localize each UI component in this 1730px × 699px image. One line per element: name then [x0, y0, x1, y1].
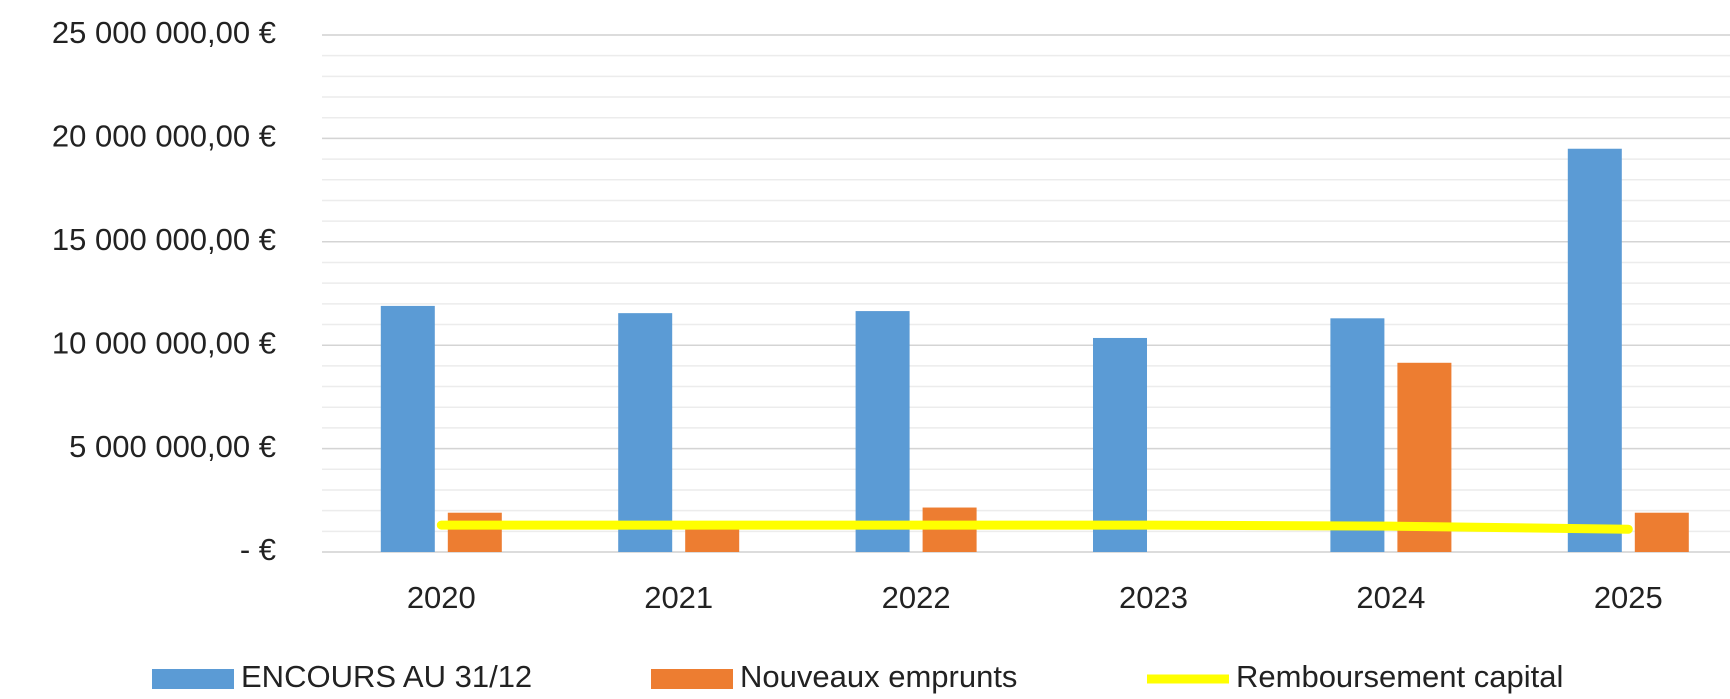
bar	[922, 507, 977, 552]
x-tick-label: 2020	[407, 580, 476, 615]
y-tick-label: 15 000 000,00 €	[52, 222, 276, 257]
bar	[855, 311, 910, 552]
legend-swatch	[651, 669, 733, 689]
bar	[1330, 318, 1385, 552]
bar	[685, 529, 740, 552]
bar	[618, 313, 673, 552]
y-tick-label: 25 000 000,00 €	[52, 15, 276, 50]
x-tick-label: 2021	[644, 580, 713, 615]
y-tick-label: 5 000 000,00 €	[69, 429, 276, 464]
bar	[380, 305, 435, 552]
x-tick-label: 2022	[882, 580, 951, 615]
line-series	[436, 520, 1633, 534]
x-tick-label: 2023	[1119, 580, 1188, 615]
legend-label: ENCOURS AU 31/12	[241, 659, 532, 694]
bar	[447, 512, 502, 552]
x-tick-label: 2025	[1594, 580, 1663, 615]
bar	[1567, 148, 1622, 553]
legend-label: Nouveaux emprunts	[740, 659, 1017, 694]
bar	[1093, 337, 1147, 552]
y-tick-label: - €	[240, 532, 276, 567]
x-tick-label: 2024	[1356, 580, 1425, 615]
legend-label: Remboursement capital	[1236, 659, 1563, 694]
y-tick-label: 20 000 000,00 €	[52, 119, 276, 154]
legend-swatch	[152, 669, 234, 689]
bar	[1397, 362, 1452, 552]
bar	[1634, 512, 1689, 552]
y-tick-label: 10 000 000,00 €	[52, 325, 276, 360]
